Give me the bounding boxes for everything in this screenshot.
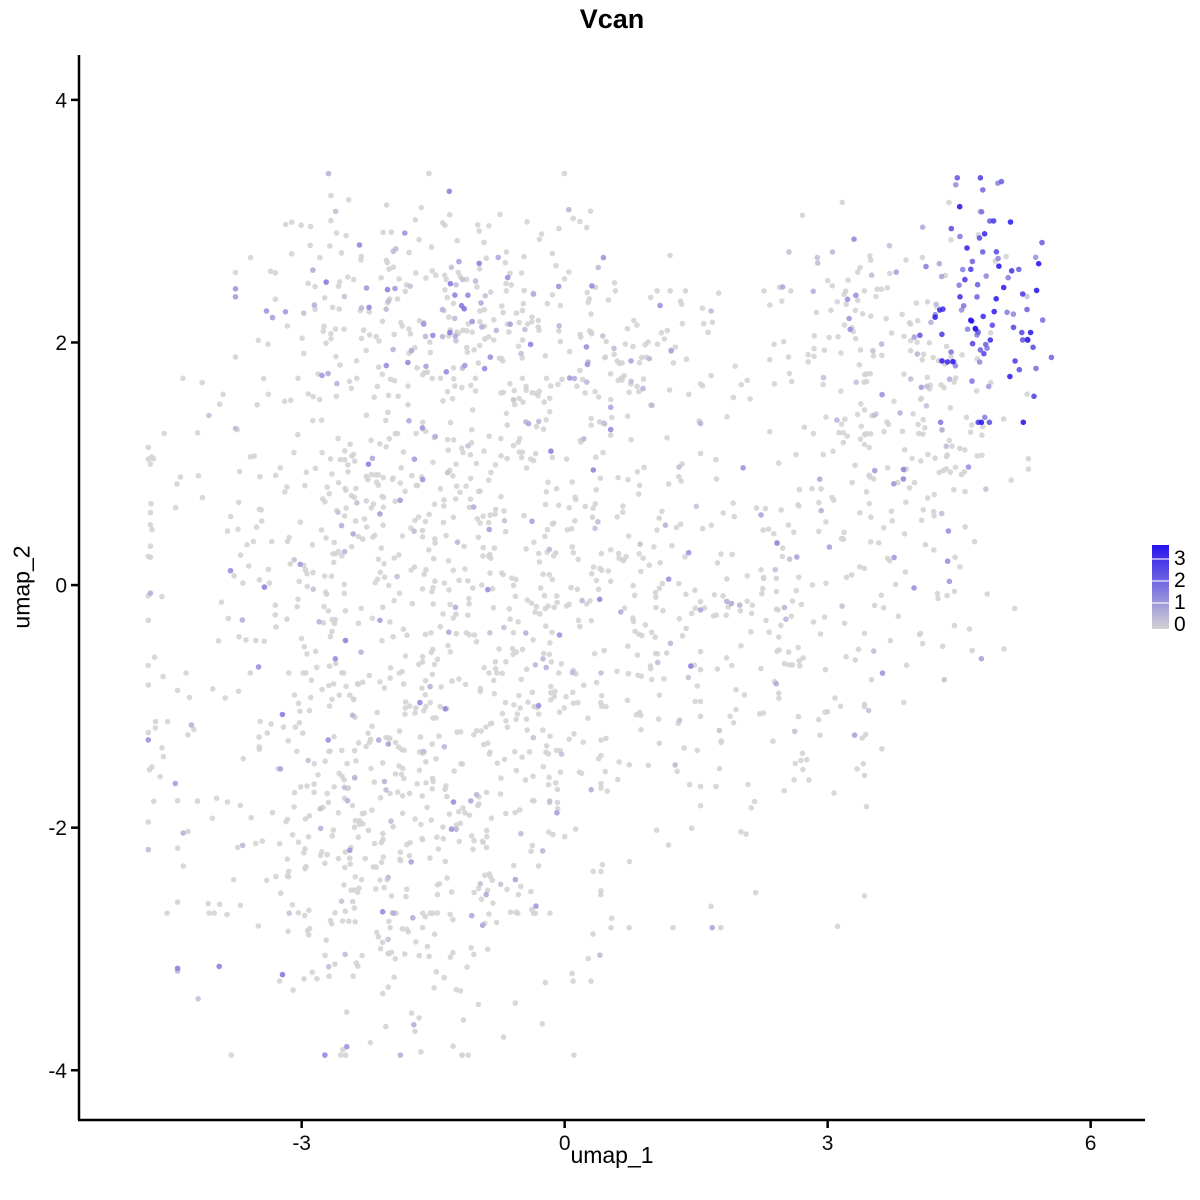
x-axis-label: umap_1 — [570, 1142, 654, 1168]
y-tick-label: 4 — [55, 89, 67, 112]
colorbar-tick-notch — [1152, 602, 1169, 604]
colorbar-tick-label: 0 — [1174, 613, 1186, 636]
colorbar-tick-notch — [1152, 580, 1169, 582]
colorbar-tick-label: 1 — [1174, 591, 1186, 614]
y-tick-label: -4 — [48, 1060, 67, 1083]
colorbar-tick-label: 3 — [1174, 547, 1186, 570]
colorbar-tick-notch — [1152, 558, 1169, 560]
x-tick-label: -3 — [292, 1132, 311, 1155]
colorbar-gradient — [1152, 545, 1169, 629]
axes-layer: -3 0 3 6 -4 -2 0 2 4 — [48, 55, 1145, 1155]
x-tick-label: 6 — [1085, 1132, 1097, 1155]
x-tick-label: 3 — [822, 1132, 834, 1155]
y-tick-label: 0 — [55, 575, 67, 598]
y-tick-label: 2 — [55, 332, 67, 355]
x-tick-label: 0 — [559, 1132, 571, 1155]
colorbar-tick-label: 2 — [1174, 569, 1186, 592]
plot-title: Vcan — [579, 4, 645, 34]
y-tick-label: -2 — [48, 817, 67, 840]
scatter-points-layer — [145, 170, 1055, 1058]
